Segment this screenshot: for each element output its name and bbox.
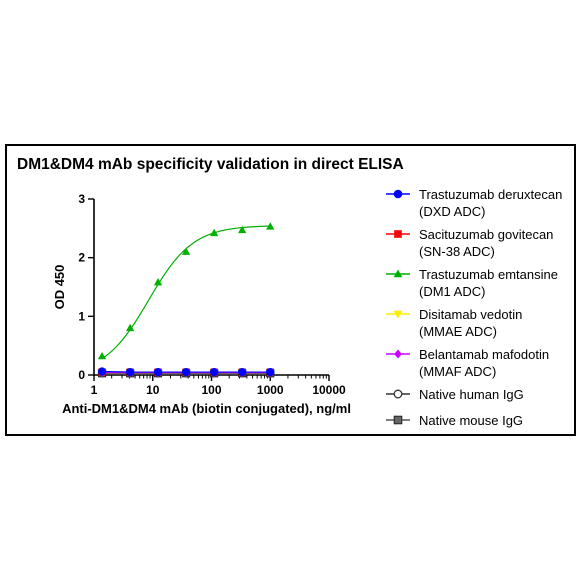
y-tick-label: 0 (78, 368, 85, 382)
legend-swatch (386, 349, 410, 359)
series-circle (97, 367, 275, 377)
legend-marker (393, 269, 403, 278)
legend-swatch (386, 310, 410, 319)
data-point (238, 225, 247, 234)
y-tick-label: 2 (78, 251, 85, 265)
legend-marker (394, 230, 402, 238)
legend-item: Trastuzumab emtansine (DM1 ADC) (385, 266, 575, 300)
legend-label-name: Native human IgG (419, 387, 524, 402)
data-point (210, 228, 219, 237)
legend-marker (393, 310, 403, 319)
chart-frame: DM1&DM4 mAb specificity validation in di… (5, 144, 576, 436)
legend-marker (393, 415, 403, 425)
x-axis-title: Anti-DM1&DM4 mAb (biotin conjugated), ng… (62, 401, 351, 416)
y-tick-label: 3 (78, 192, 85, 206)
legend-label-subtitle: (DM1 ADC) (419, 284, 486, 299)
legend-label-name: Trastuzumab deruxtecan (419, 187, 563, 202)
x-tick-label: 10000 (312, 383, 346, 397)
data-point (125, 323, 135, 332)
legend: Trastuzumab deruxtecan (DXD ADC) Sacituzum… (385, 186, 575, 438)
legend-item: Native human IgG (385, 386, 575, 403)
legend-swatch (386, 415, 410, 425)
legend-label: Trastuzumab emtansine (DM1 ADC) (419, 266, 558, 300)
y-axis-title: OD 450 (52, 265, 67, 310)
legend-label-name: Sacituzumab govitecan (419, 227, 554, 242)
data-point (238, 367, 247, 377)
data-point (266, 222, 275, 230)
legend-label: Belantamab mafodotin (MMAF ADC) (419, 346, 549, 380)
legend-item: Sacituzumab govitecan (SN-38 ADC) (385, 226, 575, 260)
legend-label-name: Trastuzumab emtansine (419, 267, 558, 282)
data-point (126, 367, 135, 377)
data-point (97, 351, 107, 360)
legend-marker (393, 189, 403, 199)
legend-item: Disitamab vedotin (MMAE ADC) (385, 306, 575, 340)
x-tick-label: 1000 (257, 383, 284, 397)
legend-label-name: Native mouse IgG (419, 413, 524, 428)
legend-label-subtitle: (SN-38 ADC) (419, 244, 495, 259)
legend-label-subtitle: (MMAF ADC) (419, 364, 497, 379)
x-tick-label: 100 (201, 383, 221, 397)
legend-swatch (386, 230, 410, 238)
legend-label: Native human IgG (419, 386, 524, 403)
legend-label: Native mouse IgG (419, 412, 523, 429)
fit-curve (101, 225, 271, 360)
legend-label-name: Belantamab mafodotin (419, 347, 550, 362)
data-point (182, 367, 191, 377)
legend-label-subtitle: (MMAE ADC) (419, 324, 497, 339)
legend-label: Trastuzumab deruxtecan (DXD ADC) (419, 186, 562, 220)
legend-item: Belantamab mafodotin (MMAF ADC) (385, 346, 575, 380)
legend-label: Disitamab vedotin (MMAE ADC) (419, 306, 522, 340)
legend-item: Native mouse IgG (385, 412, 575, 429)
legend-swatch (386, 389, 410, 399)
data-point (210, 367, 219, 377)
legend-swatch (386, 189, 410, 199)
data-point (153, 367, 163, 377)
data-point (266, 367, 275, 377)
legend-label-subtitle: (DXD ADC) (419, 204, 486, 219)
data-point (181, 247, 191, 255)
legend-label: Sacituzumab govitecan (SN-38 ADC) (419, 226, 553, 260)
legend-swatch (386, 269, 410, 278)
legend-item: Trastuzumab deruxtecan (DXD ADC) (385, 186, 575, 220)
data-point (153, 277, 163, 286)
data-point (97, 367, 107, 376)
x-tick-label: 10 (146, 383, 160, 397)
y-tick-label: 1 (78, 309, 85, 323)
legend-label-name: Disitamab vedotin (419, 307, 523, 322)
chart-title: DM1&DM4 mAb specificity validation in di… (17, 156, 404, 173)
legend-marker (393, 389, 403, 399)
x-tick-label: 1 (91, 383, 98, 397)
series-triangle (97, 222, 275, 360)
legend-marker (394, 349, 402, 359)
